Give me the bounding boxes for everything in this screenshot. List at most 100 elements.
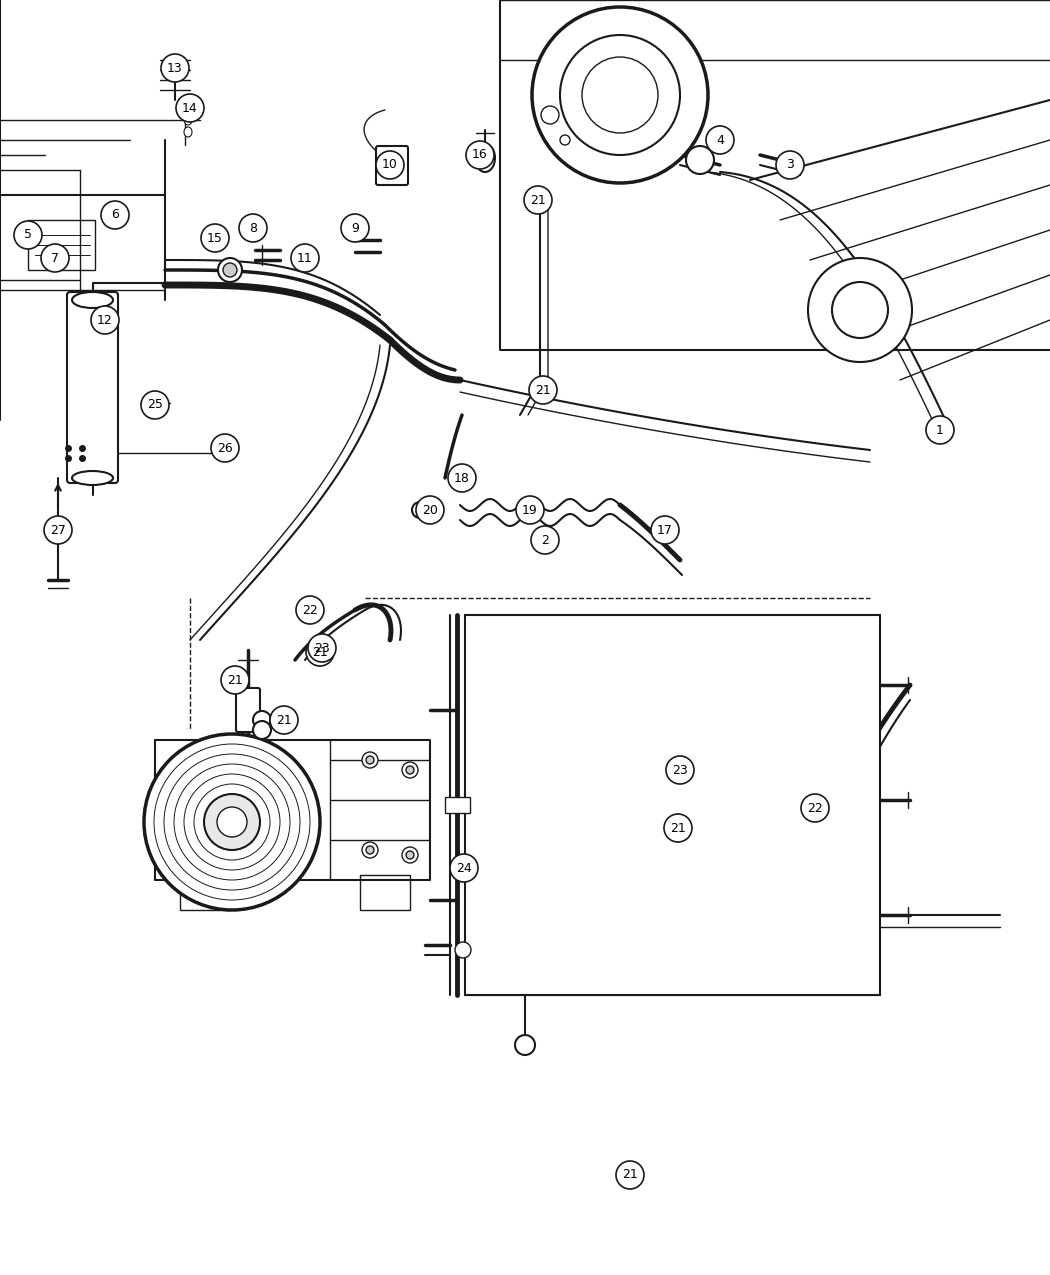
Circle shape [223, 668, 247, 692]
Circle shape [618, 1163, 642, 1187]
Circle shape [362, 752, 378, 768]
Circle shape [533, 377, 553, 398]
Text: 21: 21 [276, 714, 292, 727]
Circle shape [223, 263, 237, 277]
Circle shape [253, 711, 271, 729]
Text: 21: 21 [227, 673, 243, 686]
Circle shape [808, 258, 912, 362]
Circle shape [406, 850, 414, 859]
Circle shape [204, 794, 260, 850]
Text: 23: 23 [672, 764, 688, 776]
Circle shape [466, 142, 493, 170]
Circle shape [667, 817, 689, 839]
Circle shape [664, 813, 692, 842]
Circle shape [616, 1162, 644, 1190]
Circle shape [341, 214, 369, 242]
Circle shape [253, 720, 271, 739]
Text: 27: 27 [50, 524, 66, 537]
Circle shape [686, 147, 714, 173]
Text: 22: 22 [302, 603, 318, 617]
Circle shape [296, 595, 324, 623]
Text: 2: 2 [541, 533, 549, 547]
Circle shape [402, 762, 418, 778]
Circle shape [450, 854, 478, 882]
Circle shape [524, 186, 552, 214]
Ellipse shape [184, 128, 192, 136]
Circle shape [308, 634, 336, 662]
Text: 15: 15 [207, 232, 223, 245]
Text: 17: 17 [657, 524, 673, 537]
Circle shape [366, 847, 374, 854]
Text: 20: 20 [422, 504, 438, 516]
Text: 25: 25 [147, 399, 163, 412]
FancyBboxPatch shape [376, 147, 408, 185]
Bar [445, 797, 470, 813]
Circle shape [376, 150, 404, 178]
Text: 21: 21 [536, 384, 551, 397]
Text: 14: 14 [182, 102, 197, 115]
Circle shape [306, 638, 334, 666]
Text: 11: 11 [297, 251, 313, 264]
Circle shape [211, 434, 239, 462]
Circle shape [706, 126, 734, 154]
Text: 18: 18 [454, 472, 470, 484]
Circle shape [776, 150, 804, 178]
Text: 23: 23 [314, 641, 330, 654]
FancyBboxPatch shape [67, 292, 118, 483]
Circle shape [176, 94, 204, 122]
Circle shape [926, 416, 954, 444]
Text: 9: 9 [351, 222, 359, 235]
Ellipse shape [72, 292, 113, 309]
Circle shape [14, 221, 42, 249]
Circle shape [412, 502, 428, 518]
Circle shape [362, 842, 378, 858]
Text: 19: 19 [522, 504, 538, 516]
Circle shape [239, 214, 267, 242]
Text: 12: 12 [97, 314, 113, 326]
Circle shape [560, 34, 680, 156]
Text: 5: 5 [24, 228, 32, 241]
Text: 7: 7 [51, 251, 59, 264]
Text: 8: 8 [249, 222, 257, 235]
Text: 1: 1 [936, 423, 944, 436]
Circle shape [91, 306, 119, 334]
Circle shape [514, 1035, 536, 1054]
Circle shape [516, 496, 544, 524]
Circle shape [41, 244, 69, 272]
Circle shape [44, 516, 72, 544]
Circle shape [141, 391, 169, 419]
Ellipse shape [72, 470, 113, 484]
FancyBboxPatch shape [236, 688, 260, 732]
Circle shape [218, 258, 242, 282]
Ellipse shape [184, 103, 192, 113]
Circle shape [560, 135, 570, 145]
Circle shape [270, 710, 290, 731]
Circle shape [201, 224, 229, 252]
Circle shape [161, 54, 189, 82]
Circle shape [270, 706, 298, 734]
Ellipse shape [475, 144, 495, 172]
Circle shape [366, 756, 374, 764]
Text: 24: 24 [456, 862, 471, 875]
Bar [465, 615, 880, 994]
Circle shape [406, 766, 414, 774]
Circle shape [541, 106, 559, 124]
Circle shape [582, 57, 658, 133]
Circle shape [455, 942, 471, 958]
Circle shape [402, 847, 418, 863]
Circle shape [651, 516, 679, 544]
Circle shape [291, 244, 319, 272]
Circle shape [532, 6, 708, 184]
Text: 21: 21 [622, 1168, 638, 1182]
Text: 13: 13 [167, 61, 183, 74]
Text: 4: 4 [716, 134, 723, 147]
Text: 3: 3 [786, 158, 794, 172]
Text: 21: 21 [670, 821, 686, 835]
Circle shape [144, 734, 320, 910]
Text: 21: 21 [530, 194, 546, 207]
Circle shape [448, 464, 476, 492]
Text: 26: 26 [217, 441, 233, 454]
Circle shape [801, 794, 830, 822]
Ellipse shape [184, 115, 192, 125]
Circle shape [531, 527, 559, 555]
